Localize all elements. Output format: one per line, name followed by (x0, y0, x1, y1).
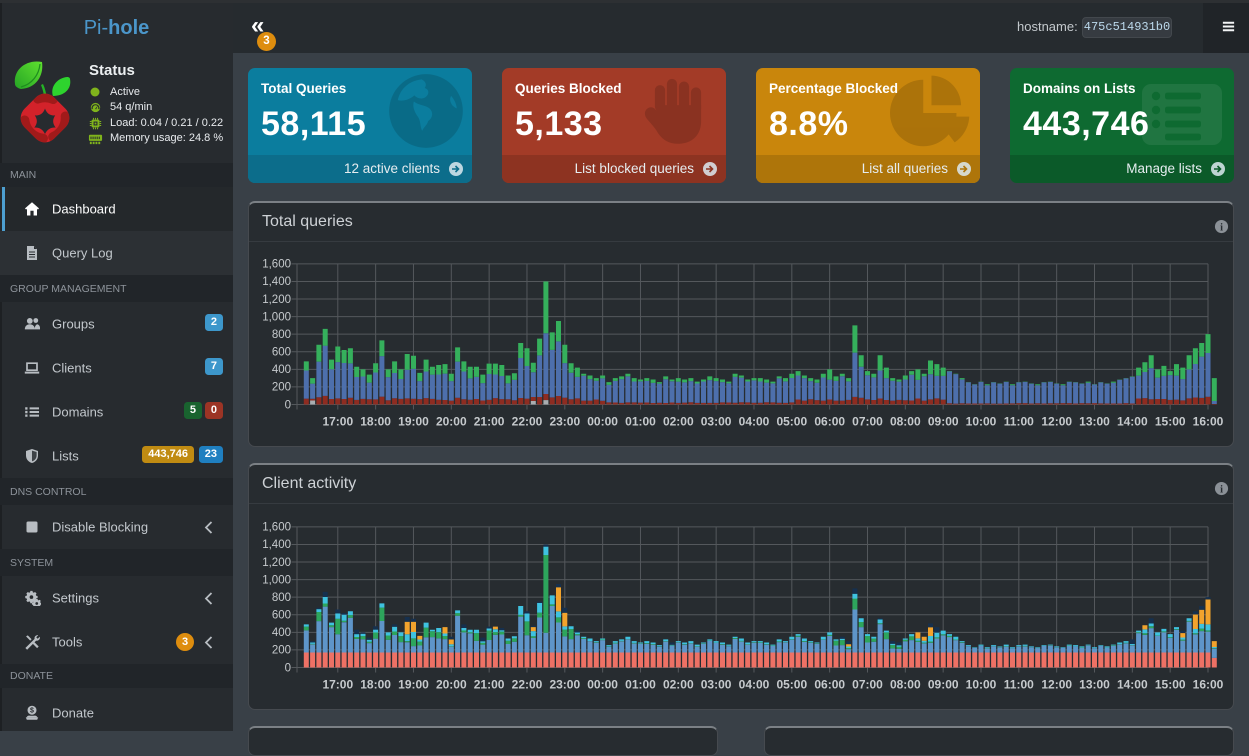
svg-text:23:00: 23:00 (549, 415, 580, 429)
svg-text:600: 600 (272, 347, 291, 359)
svg-text:23:00: 23:00 (549, 678, 580, 692)
svg-text:08:00: 08:00 (890, 415, 921, 429)
svg-text:11:00: 11:00 (1004, 678, 1034, 692)
svg-text:05:00: 05:00 (776, 678, 807, 692)
svg-text:11:00: 11:00 (1004, 415, 1034, 429)
svg-text:13:00: 13:00 (1079, 415, 1110, 429)
svg-text:1,200: 1,200 (262, 557, 291, 569)
svg-text:400: 400 (272, 364, 291, 376)
svg-text:$: $ (30, 708, 34, 715)
svg-text:0: 0 (285, 399, 291, 411)
svg-text:09:00: 09:00 (928, 678, 959, 692)
svg-text:13:00: 13:00 (1079, 678, 1110, 692)
svg-text:22:00: 22:00 (512, 678, 543, 692)
svg-text:18:00: 18:00 (360, 678, 391, 692)
svg-text:01:00: 01:00 (625, 678, 656, 692)
svg-text:20:00: 20:00 (436, 678, 467, 692)
svg-text:400: 400 (272, 627, 291, 639)
svg-text:1,400: 1,400 (262, 539, 291, 551)
svg-text:12:00: 12:00 (1041, 415, 1072, 429)
svg-text:03:00: 03:00 (701, 678, 732, 692)
svg-text:08:00: 08:00 (890, 678, 921, 692)
svg-text:17:00: 17:00 (322, 415, 353, 429)
svg-text:i: i (1220, 484, 1223, 495)
svg-text:15:00: 15:00 (1155, 415, 1186, 429)
svg-text:14:00: 14:00 (1117, 415, 1148, 429)
svg-text:00:00: 00:00 (587, 415, 618, 429)
svg-text:21:00: 21:00 (474, 415, 505, 429)
svg-text:200: 200 (272, 382, 291, 394)
svg-text:21:00: 21:00 (474, 678, 505, 692)
svg-text:07:00: 07:00 (852, 415, 883, 429)
svg-text:10:00: 10:00 (966, 415, 997, 429)
svg-text:09:00: 09:00 (928, 415, 959, 429)
svg-text:200: 200 (272, 645, 291, 657)
svg-text:00:00: 00:00 (587, 678, 618, 692)
svg-text:16:00: 16:00 (1193, 415, 1224, 429)
svg-text:04:00: 04:00 (739, 415, 770, 429)
svg-text:15:00: 15:00 (1155, 678, 1186, 692)
svg-text:12:00: 12:00 (1041, 678, 1072, 692)
svg-text:04:00: 04:00 (739, 678, 770, 692)
svg-text:10:00: 10:00 (966, 678, 997, 692)
svg-text:1,600: 1,600 (262, 259, 291, 271)
svg-text:01:00: 01:00 (625, 415, 656, 429)
svg-text:07:00: 07:00 (852, 678, 883, 692)
svg-text:14:00: 14:00 (1117, 678, 1148, 692)
svg-text:20:00: 20:00 (436, 415, 467, 429)
svg-text:19:00: 19:00 (398, 678, 429, 692)
svg-text:16:00: 16:00 (1193, 678, 1224, 692)
svg-text:06:00: 06:00 (814, 678, 845, 692)
svg-text:17:00: 17:00 (322, 678, 353, 692)
svg-text:800: 800 (272, 592, 291, 604)
svg-text:02:00: 02:00 (663, 415, 694, 429)
svg-text:600: 600 (272, 610, 291, 622)
svg-text:19:00: 19:00 (398, 415, 429, 429)
svg-text:03:00: 03:00 (701, 415, 732, 429)
svg-text:05:00: 05:00 (776, 415, 807, 429)
svg-text:18:00: 18:00 (360, 415, 391, 429)
svg-text:800: 800 (272, 329, 291, 341)
svg-text:06:00: 06:00 (814, 415, 845, 429)
svg-text:1,600: 1,600 (262, 522, 291, 534)
svg-text:1,400: 1,400 (262, 276, 291, 288)
svg-text:i: i (1220, 222, 1223, 233)
svg-text:1,000: 1,000 (262, 311, 291, 323)
svg-text:1,000: 1,000 (262, 574, 291, 586)
svg-text:1,200: 1,200 (262, 294, 291, 306)
svg-text:22:00: 22:00 (512, 415, 543, 429)
svg-text:02:00: 02:00 (663, 678, 694, 692)
svg-text:0: 0 (285, 662, 291, 674)
